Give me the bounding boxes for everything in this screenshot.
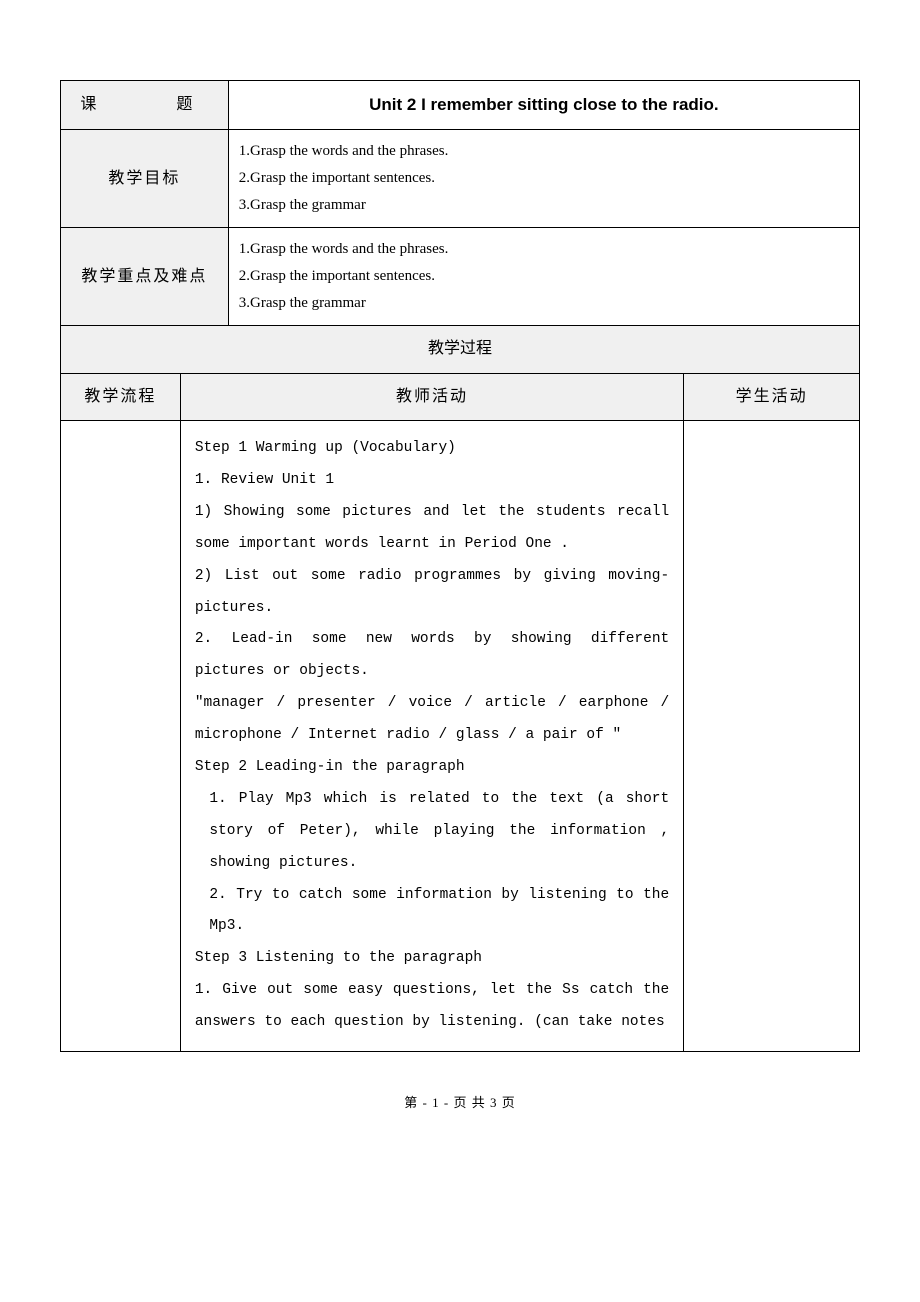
teacher-line: 2. Lead-in some new words by showing dif… [195,624,669,688]
topic-row: 课 题 Unit 2 I remember sitting close to t… [61,81,860,130]
lesson-plan-table: 课 题 Unit 2 I remember sitting close to t… [60,80,860,1052]
flow-content [61,421,181,1052]
teacher-line: Step 1 Warming up (Vocabulary) [195,433,669,465]
focus-line: 1.Grasp the words and the phrases. [239,236,849,263]
student-content [684,421,860,1052]
process-content-row: Step 1 Warming up (Vocabulary)1. Review … [61,421,860,1052]
teacher-line: 1. Review Unit 1 [195,465,669,497]
focus-label: 教学重点及难点 [61,228,229,326]
page-footer: 第 - 1 - 页 共 3 页 [60,1092,860,1111]
topic-label: 课 题 [61,81,229,130]
focus-line: 2.Grasp the important sentences. [239,263,849,290]
goals-row: 教学目标 1.Grasp the words and the phrases. … [61,130,860,228]
process-subheader-row: 教学流程 教师活动 学生活动 [61,373,860,420]
topic-value: Unit 2 I remember sitting close to the r… [228,81,859,130]
teacher-line: Step 2 Leading-in the paragraph [195,752,669,784]
focus-content: 1.Grasp the words and the phrases. 2.Gra… [228,228,859,326]
teacher-content: Step 1 Warming up (Vocabulary)1. Review … [180,421,683,1052]
student-label: 学生活动 [684,373,860,420]
teacher-line: Step 3 Listening to the paragraph [195,943,669,975]
teacher-line: 2) List out some radio programmes by giv… [195,561,669,625]
goals-content: 1.Grasp the words and the phrases. 2.Gra… [228,130,859,228]
focus-row: 教学重点及难点 1.Grasp the words and the phrase… [61,228,860,326]
teacher-line: 1) Showing some pictures and let the stu… [195,497,669,561]
process-header-row: 教学过程 [61,326,860,373]
flow-label: 教学流程 [61,373,181,420]
teacher-line: 1. Give out some easy questions, let the… [195,975,669,1039]
goals-line: 3.Grasp the grammar [239,192,849,219]
goals-label: 教学目标 [61,130,229,228]
teacher-label: 教师活动 [180,373,683,420]
goals-line: 1.Grasp the words and the phrases. [239,138,849,165]
process-section-label: 教学过程 [61,326,860,373]
teacher-line: "manager / presenter / voice / article /… [195,688,669,752]
teacher-line: 1. Play Mp3 which is related to the text… [195,784,669,880]
goals-line: 2.Grasp the important sentences. [239,165,849,192]
focus-line: 3.Grasp the grammar [239,290,849,317]
teacher-line: 2. Try to catch some information by list… [195,880,669,944]
